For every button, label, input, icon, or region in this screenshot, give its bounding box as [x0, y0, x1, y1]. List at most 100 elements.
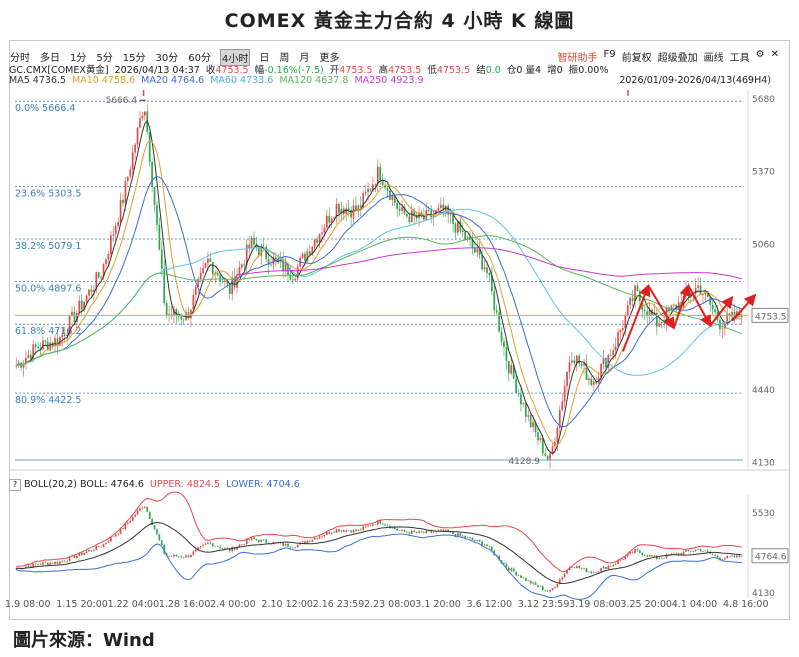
boll-candle-body: [352, 529, 355, 533]
period-tab[interactable]: 多日: [40, 53, 60, 64]
boll-tick-label: 4130: [752, 589, 775, 599]
candle-body: [119, 199, 122, 223]
fibonacci-label: 38.2% 5079.1: [15, 241, 81, 252]
last-price-value: 4753.5: [755, 312, 787, 322]
period-tab[interactable]: 60分: [188, 53, 211, 64]
candle-body: [631, 297, 634, 302]
candle-body: [483, 267, 486, 270]
amp-value: 0.00%: [578, 65, 609, 76]
time-tick-label: 2.23 08:00: [364, 599, 416, 610]
boll-candle-body: [665, 554, 668, 558]
period-tab[interactable]: 日: [259, 53, 270, 64]
candle-body: [185, 312, 187, 321]
boll-candle-body: [265, 539, 268, 543]
boll-candle-body: [423, 532, 425, 534]
boll-candle-body: [406, 531, 408, 533]
candle-body: [71, 311, 73, 317]
ma5-line: [15, 120, 742, 455]
candle-body: [296, 266, 299, 280]
period-tab[interactable]: 1分: [70, 53, 87, 64]
low-label: 低: [427, 65, 437, 76]
period-tab[interactable]: 5分: [96, 53, 113, 64]
candle-body: [578, 355, 581, 364]
candle-body: [199, 273, 202, 279]
candle-body: [515, 378, 517, 394]
boll-candle-body: [97, 545, 100, 548]
candle-body: [340, 208, 343, 214]
boll-candle-body: [401, 529, 403, 531]
candle-body: [658, 323, 661, 327]
candle-body: [524, 403, 527, 417]
boll-candle-body: [687, 550, 690, 551]
boll-candle-body: [427, 530, 430, 532]
boll-candle-body: [476, 540, 479, 542]
candle-body: [226, 280, 229, 284]
boll-candle-body: [527, 580, 530, 582]
boll-candle-body: [505, 564, 508, 568]
period-tab[interactable]: 30分: [155, 53, 179, 64]
oi-value: 0 量4: [516, 65, 542, 76]
candle-body: [63, 334, 66, 337]
candle-body: [379, 166, 382, 181]
candle-body: [464, 231, 466, 240]
tool-item[interactable]: 智研助手: [557, 53, 598, 64]
boll-candle-body: [442, 529, 445, 531]
period-tab[interactable]: 4小时: [219, 49, 251, 66]
boll-candle-body: [44, 562, 47, 564]
candle-body: [158, 224, 161, 250]
boll-candle-body: [711, 553, 714, 555]
candle-body: [168, 314, 170, 316]
boll-candle-body: [190, 554, 192, 558]
candle-body: [233, 277, 236, 288]
candles: [15, 104, 743, 469]
period-tab[interactable]: 分时: [10, 53, 30, 64]
boll-candle-body: [723, 558, 726, 560]
time-tick-label: 1.15 20:00: [56, 599, 108, 610]
boll-candle-body: [372, 524, 374, 526]
tool-item[interactable]: 前复权: [621, 53, 652, 64]
boll-candle-body: [216, 545, 219, 547]
candle-body: [466, 236, 469, 240]
tool-item[interactable]: F9: [603, 49, 616, 60]
period-tab[interactable]: 更多: [319, 53, 340, 64]
tool-item[interactable]: 超级叠加: [657, 53, 698, 64]
help-icon[interactable]: ?: [9, 479, 21, 491]
boll-candle-body: [486, 544, 488, 547]
boll-candle-body: [529, 580, 532, 584]
boll-candle-body: [413, 530, 416, 532]
candle-body: [236, 276, 238, 288]
boll-candle-body: [56, 561, 59, 564]
candle-body: [216, 272, 219, 276]
candle-body: [107, 253, 110, 260]
boll-candle-body: [507, 567, 510, 571]
boll-candle-body: [398, 530, 401, 532]
period-tab[interactable]: 月: [299, 53, 310, 64]
time-tick-label: 1.22 04:00: [108, 599, 160, 610]
boll-candle-body: [182, 557, 185, 558]
candle-body: [534, 422, 537, 433]
period-tab[interactable]: 15分: [122, 53, 146, 64]
boll-candle-body: [488, 546, 491, 547]
boll-candle-body: [255, 539, 258, 541]
period-tab[interactable]: 周: [279, 53, 290, 64]
candle-body: [595, 381, 598, 384]
boll-candle-body: [478, 540, 481, 542]
boll-candle-body: [510, 568, 513, 571]
boll-candle-body: [440, 529, 442, 531]
settings-icon[interactable]: ⚙: [755, 49, 765, 60]
open-value: 4753.5: [339, 65, 373, 76]
boll-candle-body: [63, 561, 66, 562]
boll-candle-body: [454, 534, 457, 537]
candle-body: [454, 223, 457, 233]
tool-item[interactable]: 工具: [729, 53, 750, 64]
boll-candle-body: [357, 529, 360, 531]
close-icon[interactable]: ✕: [770, 49, 779, 60]
boll-candle-body: [522, 577, 525, 579]
boll-candle-body: [270, 543, 272, 545]
last-price-tag: [751, 307, 789, 323]
boll-candle-body: [359, 529, 362, 531]
boll-candle-body: [100, 546, 102, 548]
boll-candle-body: [447, 529, 450, 532]
tool-item[interactable]: 画线: [703, 53, 724, 64]
